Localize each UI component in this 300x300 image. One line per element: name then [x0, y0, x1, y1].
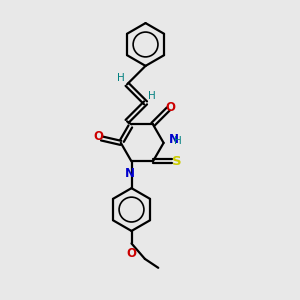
Text: H: H [174, 136, 182, 146]
Text: O: O [127, 247, 136, 260]
Text: S: S [172, 155, 182, 168]
Text: H: H [148, 91, 156, 101]
Text: O: O [94, 130, 103, 143]
Text: N: N [169, 133, 179, 146]
Text: H: H [117, 73, 124, 83]
Text: O: O [165, 100, 175, 114]
Text: N: N [125, 167, 135, 180]
